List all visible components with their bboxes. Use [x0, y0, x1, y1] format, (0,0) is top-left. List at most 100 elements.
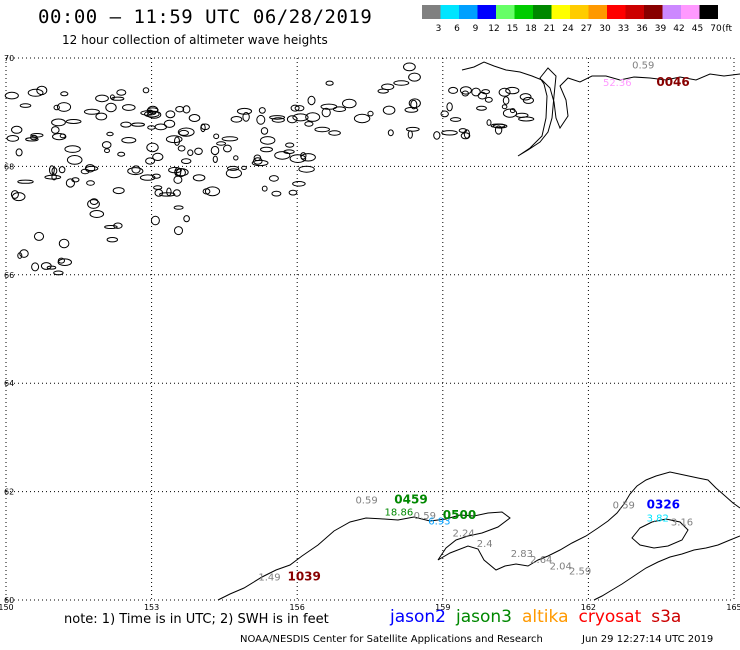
lake-outline — [6, 135, 20, 142]
lake-outline — [53, 270, 64, 276]
lake-outline — [181, 158, 192, 165]
lake-outline — [122, 104, 136, 111]
lake-outline — [271, 190, 282, 197]
lake-outline — [4, 91, 19, 100]
colorbar-tick: 21 — [544, 24, 555, 34]
colorbar-tick: 6 — [454, 24, 460, 34]
lake-outline — [353, 113, 371, 124]
lake-outline — [515, 112, 529, 118]
observation-time: 0326 — [647, 497, 680, 511]
lake-outline — [233, 155, 239, 161]
lake-outline — [200, 123, 210, 131]
lake-outline — [367, 110, 374, 117]
colorbar-unit: (ft) — [722, 24, 732, 34]
lake-outline — [166, 187, 172, 197]
coastline-estuary — [517, 67, 557, 157]
lake-outline — [172, 189, 181, 197]
lat-label: 62 — [4, 488, 14, 497]
lake-outline — [450, 117, 462, 122]
lake-outline — [461, 90, 469, 97]
lake-outline — [151, 173, 161, 179]
lake-outline — [163, 119, 176, 128]
observation-swh: 2.64 — [530, 555, 552, 566]
lake-outline — [31, 262, 40, 272]
lake-outline — [320, 103, 338, 110]
footer-note: note: 1) Time is in UTC; 2) SWH is in fe… — [64, 612, 329, 627]
lake-outline — [120, 121, 132, 128]
credit-text: NOAA/NESDIS Center for Satellite Applica… — [240, 634, 543, 645]
colorbar-tick: 45 — [692, 24, 703, 34]
observation-swh: 0.59 — [414, 511, 436, 522]
generated-timestamp: Jun 29 12:27:14 UTC 2019 — [582, 634, 714, 645]
lake-outline — [87, 199, 100, 209]
colorbar-swatch — [681, 5, 700, 19]
lon-label: 153 — [144, 603, 159, 612]
map-title: 00:00 – 11:59 UTC 06/28/2019 — [38, 6, 373, 28]
lake-outline — [459, 86, 472, 95]
lake-outline — [64, 145, 81, 153]
satellite-legend-item: jason2 — [390, 607, 446, 627]
lake-outline — [173, 205, 184, 210]
lake-outline — [501, 104, 508, 110]
lake-outline — [52, 133, 67, 141]
lake-outline — [84, 164, 96, 173]
lake-outline — [80, 168, 90, 175]
lake-outline — [101, 141, 112, 149]
lake-outline — [10, 190, 19, 199]
observation-time: 0459 — [394, 493, 427, 507]
lake-outline — [11, 125, 23, 134]
observation-swh: 0.59 — [613, 500, 635, 511]
lake-outline — [381, 83, 395, 91]
colorbar-tick: 27 — [581, 24, 592, 34]
lake-outline — [216, 141, 227, 146]
observation-swh: 18.86 — [385, 507, 414, 518]
lake-outline — [408, 98, 421, 109]
coastline — [4, 61, 740, 601]
lake-outline — [165, 110, 176, 119]
lat-label: 64 — [4, 379, 14, 388]
lake-outline — [522, 96, 535, 104]
lake-outline — [112, 187, 125, 195]
lake-outline — [51, 126, 60, 134]
lake-outline — [188, 114, 201, 122]
colorbar-tick: 18 — [525, 24, 537, 34]
lake-outline — [505, 86, 520, 95]
lake-outline — [58, 238, 70, 249]
lake-outline — [236, 107, 253, 115]
colorbar-swatch — [662, 5, 681, 19]
lat-label: 66 — [4, 271, 14, 280]
lake-outline — [441, 130, 458, 136]
lake-outline — [40, 262, 52, 270]
lat-lon-grid — [5, 57, 735, 601]
lat-label: 68 — [4, 162, 14, 171]
lake-outline — [106, 237, 119, 243]
lake-outline — [183, 215, 190, 223]
lake-outline — [174, 167, 182, 177]
lake-outline — [274, 151, 291, 160]
lake-outline — [121, 137, 137, 144]
colorbar-swatch — [477, 5, 496, 19]
lake-outline — [150, 215, 160, 226]
lake-outline — [182, 105, 191, 114]
lake-outline — [113, 222, 123, 229]
lake-outline — [314, 126, 331, 133]
lake-outline — [58, 166, 66, 174]
lake-outlines — [4, 62, 535, 276]
lake-outline — [210, 145, 220, 156]
lake-outline — [51, 118, 66, 127]
lake-outline — [19, 103, 32, 108]
lake-outline — [131, 122, 146, 127]
satellite-legend-item: cryosat — [578, 607, 642, 627]
coastline-southwest — [217, 471, 740, 601]
colorbar-tick: 9 — [473, 24, 479, 34]
lake-outline — [292, 181, 306, 187]
colorbar-swatch — [570, 5, 589, 19]
lake-outline — [175, 168, 186, 178]
colorbar-tick: 12 — [488, 24, 499, 34]
observation-swh: 0.59 — [632, 60, 654, 71]
lake-outline — [146, 142, 159, 153]
lake-outline — [65, 178, 76, 188]
lake-outline — [446, 102, 453, 112]
coastline-north — [461, 61, 740, 130]
lake-outline — [225, 168, 242, 179]
